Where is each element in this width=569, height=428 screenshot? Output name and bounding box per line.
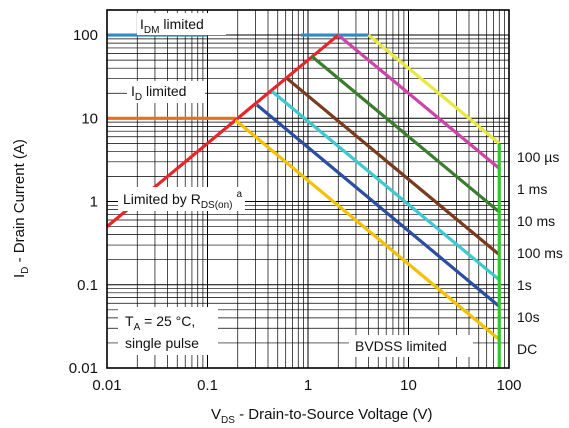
- series-label: 100 ms: [517, 245, 563, 261]
- series-label: DC: [517, 341, 537, 357]
- series-line: [367, 33, 501, 145]
- series-label: 10 ms: [517, 213, 555, 229]
- series-line: [255, 103, 501, 308]
- series-line: [311, 55, 501, 214]
- plot-frame: [106, 9, 510, 369]
- x-axis-label: VDS - Drain-to-Source Voltage (V): [211, 406, 433, 426]
- series-line: [337, 33, 501, 170]
- tick-labels: 0.01 0.1 1 10 100 0.01 0.1 1 10 100: [69, 27, 522, 394]
- rds-label: Limited by RDS(on)a: [123, 189, 243, 211]
- idm-limited-annotation: IDM limited: [137, 13, 226, 36]
- x-tick-label: 1: [304, 377, 312, 394]
- y-tick-label: 0.01: [69, 360, 98, 377]
- series-label: 1s: [517, 277, 532, 293]
- series-label: 1 ms: [517, 181, 547, 197]
- y-tick-label: 10: [81, 110, 98, 127]
- idm-label: IDM limited: [140, 16, 204, 36]
- rds-limited-annotation: Limited by RDS(on)a: [118, 187, 245, 211]
- series-line: [234, 118, 501, 341]
- series-lines: [234, 33, 501, 368]
- conditions-annotation: TA = 25 °C, single pulse: [118, 307, 218, 355]
- x-tick-label: 0.01: [92, 377, 121, 394]
- ta-label: TA = 25 °C,: [125, 313, 195, 333]
- x-tick-label: 100: [496, 377, 521, 394]
- y-tick-label: 0.1: [77, 277, 98, 294]
- series-label: 10s: [517, 309, 540, 325]
- series-label: 100 µs: [517, 149, 559, 165]
- y-tick-label: 100: [73, 27, 98, 44]
- series-line: [286, 77, 501, 256]
- y-axis-label: ID - Drain Current (A): [11, 139, 31, 278]
- series-labels: 100 µs 1 ms 10 ms 100 ms 1s 10s DC: [517, 149, 563, 357]
- series-line: [271, 90, 501, 281]
- x-tick-label: 0.1: [197, 377, 218, 394]
- id-label: ID limited: [131, 83, 186, 103]
- bvdss-annotation: BVDSS limited: [349, 335, 473, 357]
- x-tick-label: 10: [400, 377, 417, 394]
- bvdss-label: BVDSS limited: [355, 338, 447, 354]
- id-limited-annotation: ID limited: [127, 81, 205, 103]
- y-tick-label: 1: [90, 194, 98, 211]
- pulse-label: single pulse: [125, 335, 199, 351]
